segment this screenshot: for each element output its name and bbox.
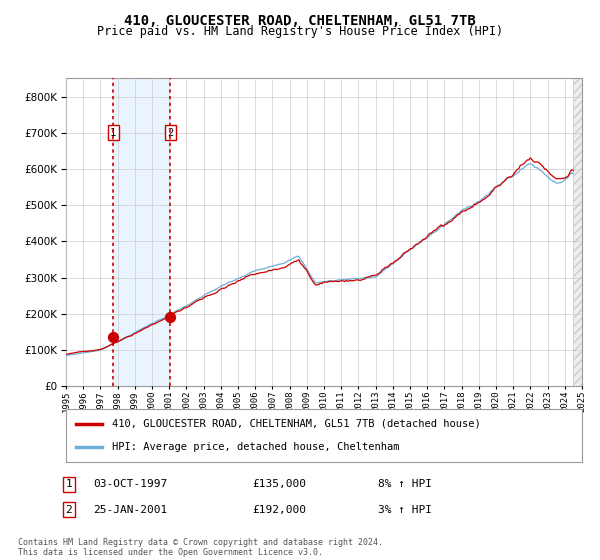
Text: 410, GLOUCESTER ROAD, CHELTENHAM, GL51 7TB: 410, GLOUCESTER ROAD, CHELTENHAM, GL51 7… [124, 14, 476, 28]
Text: 2: 2 [167, 128, 173, 138]
Text: £135,000: £135,000 [252, 479, 306, 489]
Bar [574, 78, 582, 386]
Bar [113, 78, 170, 386]
Text: 03-OCT-1997: 03-OCT-1997 [93, 479, 167, 489]
Text: £192,000: £192,000 [252, 505, 306, 515]
Text: HPI: Average price, detached house, Cheltenham: HPI: Average price, detached house, Chel… [112, 442, 400, 452]
Text: 410, GLOUCESTER ROAD, CHELTENHAM, GL51 7TB (detached house): 410, GLOUCESTER ROAD, CHELTENHAM, GL51 7… [112, 419, 481, 429]
Text: 8% ↑ HPI: 8% ↑ HPI [378, 479, 432, 489]
Point [166, 312, 175, 321]
Point [109, 333, 118, 342]
Text: 25-JAN-2001: 25-JAN-2001 [93, 505, 167, 515]
Text: 2: 2 [65, 505, 73, 515]
Text: Contains HM Land Registry data © Crown copyright and database right 2024.
This d: Contains HM Land Registry data © Crown c… [18, 538, 383, 557]
Text: Price paid vs. HM Land Registry's House Price Index (HPI): Price paid vs. HM Land Registry's House … [97, 25, 503, 38]
Text: 1: 1 [65, 479, 73, 489]
Text: 3% ↑ HPI: 3% ↑ HPI [378, 505, 432, 515]
Text: 1: 1 [110, 128, 116, 138]
